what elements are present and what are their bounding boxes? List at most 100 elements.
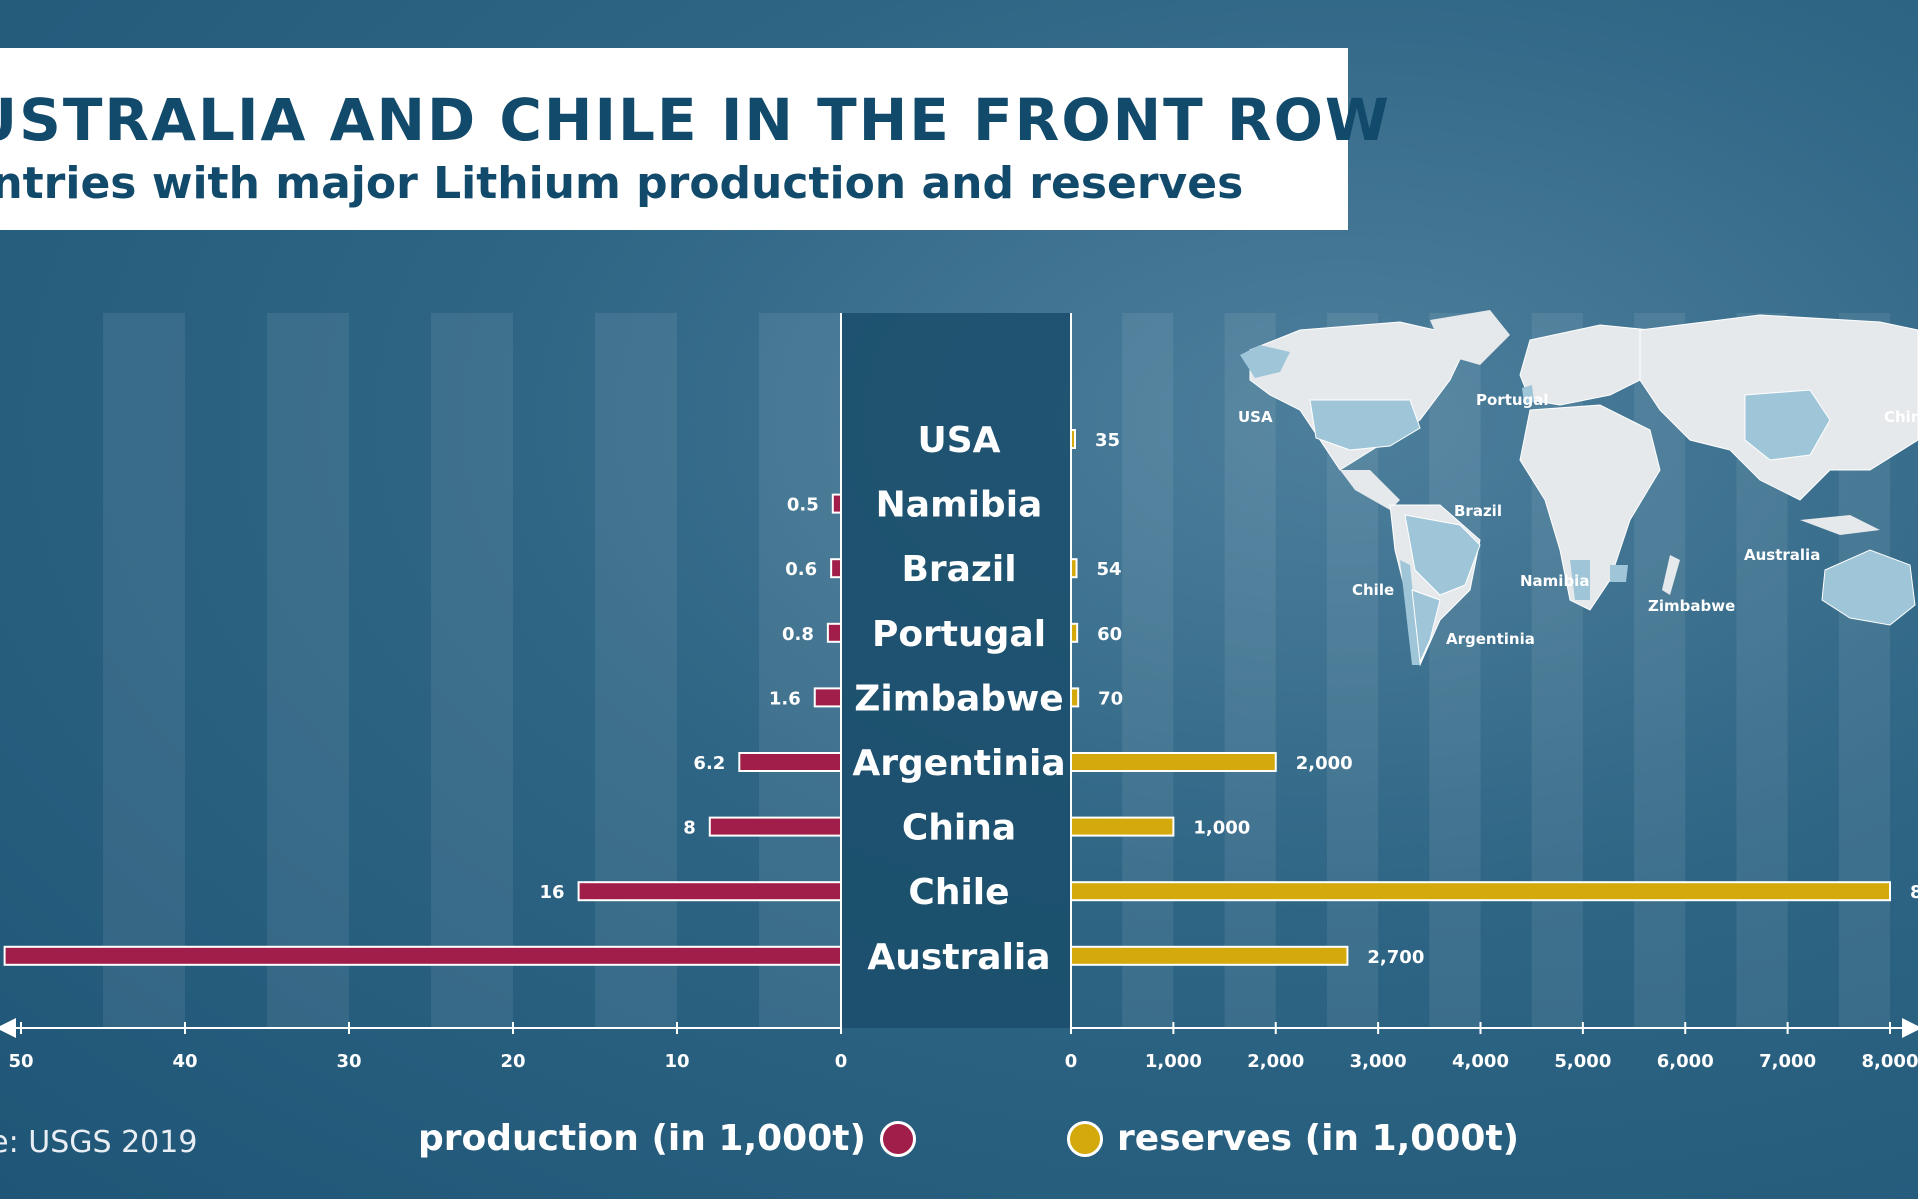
legend-production-swatch	[879, 1120, 916, 1157]
title-box: USTRALIA AND CHILE IN THE FRONT ROW untr…	[0, 48, 1389, 230]
map-chile	[1400, 560, 1420, 665]
reserves-value-label: 2,700	[1367, 947, 1424, 968]
reserves-bar	[1070, 945, 1349, 966]
map-greenland	[1430, 310, 1510, 365]
reserves-tick-label: 5,000	[1554, 1051, 1611, 1072]
reserves-bar	[1070, 622, 1079, 643]
reserves-bar	[1070, 881, 1891, 902]
country-label: USA	[917, 420, 1000, 461]
legend-reserves-label: reserves (in 1,000t)	[1117, 1118, 1520, 1159]
production-bar	[826, 622, 843, 643]
map-brazil	[1404, 514, 1481, 596]
country-label: Portugal	[872, 614, 1046, 655]
reserves-value-label: 2,000	[1296, 753, 1353, 774]
production-value-label: 1.6	[769, 688, 801, 709]
map-label-australia: Australia	[1744, 546, 1820, 564]
reserves-bar	[1070, 558, 1078, 579]
production-tick-label: 10	[664, 1051, 689, 1072]
country-label-band	[842, 313, 1071, 1028]
legend-reserves-swatch	[1067, 1120, 1103, 1157]
reserves-tick-label: 7,000	[1759, 1051, 1816, 1072]
map-label-portugal: Portugal	[1476, 391, 1549, 409]
reserves-value-label: 60	[1097, 624, 1122, 645]
map-label-chile: Chile	[1352, 581, 1394, 599]
country-label: Namibia	[876, 485, 1043, 526]
country-label: Chile	[908, 872, 1009, 913]
stripe-production	[595, 313, 677, 1028]
production-value-label: 16	[540, 882, 565, 903]
labels: USA 35 Namibia 0.5 Brazil 0.6 54 Portugal 0.8 60 Z…	[540, 420, 1918, 978]
production-value-label: 8	[683, 818, 696, 839]
reserves-bar	[1070, 752, 1277, 772]
map-australia	[1821, 549, 1916, 626]
production-value-label: 6.2	[693, 753, 725, 774]
background-stripes	[103, 313, 1890, 1028]
stripe-production	[431, 313, 513, 1028]
country-label: Zimbabwe	[854, 678, 1063, 719]
production-value-label: 0.5	[787, 495, 819, 516]
map-label-brazil: Brazil	[1454, 502, 1502, 520]
stripe-reserves	[1122, 313, 1174, 1028]
reserves-tick-label: 1,000	[1145, 1051, 1202, 1072]
production-tick-label: 0	[835, 1051, 848, 1072]
reserves-tick-label: 4,000	[1452, 1051, 1509, 1072]
map-alaska	[1240, 345, 1290, 378]
reserves-tick-label: 8,000	[1862, 1051, 1918, 1072]
reserves-bar	[1070, 687, 1080, 708]
reserves-value-label: 35	[1095, 430, 1120, 451]
map-madagascar	[1662, 555, 1680, 595]
country-label: Brazil	[901, 549, 1016, 590]
chart-title: USTRALIA AND CHILE IN THE FRONT ROW	[0, 86, 1391, 154]
map-namibia	[1570, 560, 1590, 600]
production-tick-label: 40	[172, 1051, 197, 1072]
map-label-argentinia: Argentinia	[1446, 630, 1535, 648]
stripe-reserves	[1429, 313, 1481, 1028]
production-value-label: 0.8	[782, 624, 814, 645]
map-label-namibia: Namibia	[1520, 572, 1589, 590]
map-label-usa: USA	[1238, 408, 1273, 426]
production-tick-label: 30	[336, 1051, 361, 1072]
stripe-reserves	[1224, 313, 1276, 1028]
legend-production-label: production (in 1,000t)	[418, 1118, 866, 1159]
production-bar	[830, 558, 842, 579]
reserves-tick-label: 0	[1065, 1051, 1078, 1072]
country-label: Argentinia	[852, 743, 1065, 784]
map-portugal	[1522, 385, 1534, 404]
reserves-bar	[1070, 816, 1175, 837]
map-europe	[1519, 324, 1651, 406]
map-usa	[1309, 399, 1421, 451]
map-africa	[1519, 404, 1661, 611]
legend-production: production (in 1,000t)	[418, 1118, 916, 1159]
stripe-production	[267, 313, 349, 1028]
country-label: China	[902, 808, 1016, 849]
map-zimbabwe	[1610, 565, 1628, 582]
reserves-tick-label: 2,000	[1247, 1051, 1304, 1072]
reserves-value-label: 54	[1097, 559, 1122, 580]
map-china	[1744, 389, 1831, 461]
country-label: Australia	[867, 937, 1050, 978]
production-bar	[831, 493, 842, 514]
stripe-production	[103, 313, 185, 1028]
reserves-tick-label: 6,000	[1657, 1051, 1714, 1072]
production-value-label: 0.6	[785, 559, 817, 580]
reserves-bar	[1070, 429, 1076, 449]
production-tick-label: 50	[8, 1051, 33, 1072]
reserves-value-label: 70	[1098, 688, 1123, 709]
world-map: USA Portugal Chin Brazil Chile Namibia A…	[1238, 310, 1918, 667]
source-note: rce: USGS 2019	[0, 1125, 198, 1160]
map-indonesia	[1800, 515, 1880, 535]
map-central-america	[1340, 470, 1400, 510]
reserves-value-label: 1,000	[1193, 818, 1250, 839]
chart-subtitle: untries with major Lithium production an…	[0, 158, 1244, 209]
legend-reserves: reserves (in 1,000t)	[1067, 1118, 1519, 1159]
production-bar	[577, 881, 842, 902]
stripe-production	[759, 313, 841, 1028]
map-argentina	[1411, 589, 1441, 664]
production-bar	[3, 945, 843, 966]
map-label-china: Chin	[1884, 408, 1918, 426]
production-tick-label: 20	[500, 1051, 525, 1072]
production-bar	[708, 816, 842, 837]
axes: 0 10 20 30 40 50 0 1,000 2,000 3,000 4,000 5,000 6,0…	[0, 313, 1918, 1072]
production-bar	[813, 687, 843, 708]
